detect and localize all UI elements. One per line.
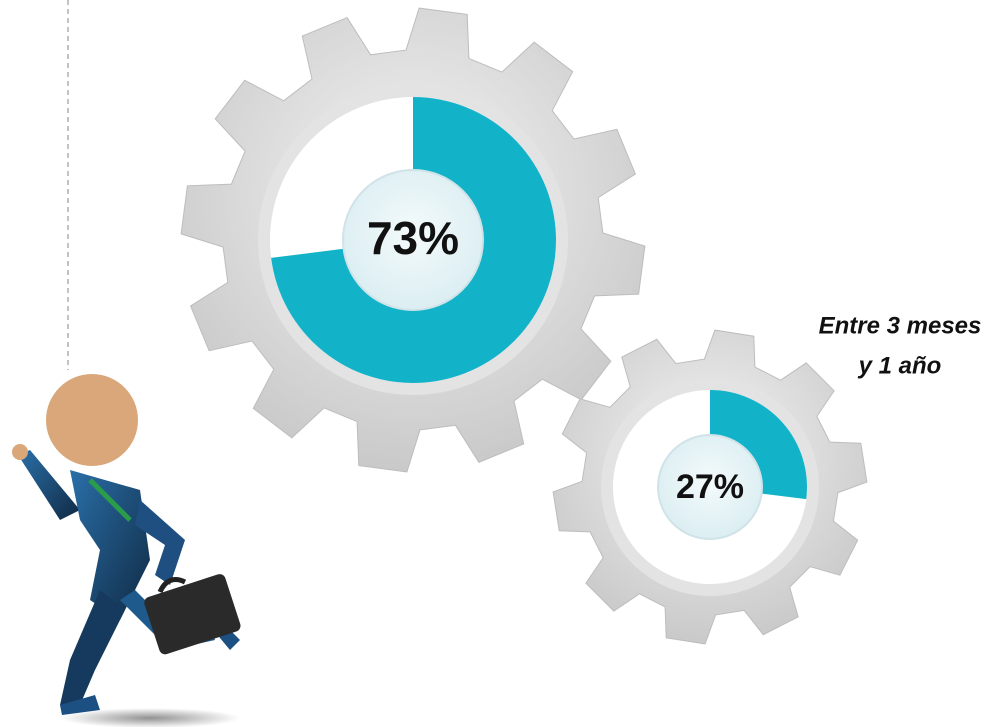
- donut-segment: [710, 390, 807, 500]
- hub: [657, 434, 763, 540]
- annotation: Entre 3 meses: [819, 312, 982, 339]
- businessman: [12, 374, 241, 727]
- gears: 73% 27%: [180, 7, 868, 645]
- hub: [342, 169, 484, 311]
- value-label: 73%: [367, 212, 459, 264]
- donut-segment: [271, 97, 556, 383]
- annotation: y 1 año: [858, 352, 942, 379]
- value-label: 27%: [676, 468, 744, 506]
